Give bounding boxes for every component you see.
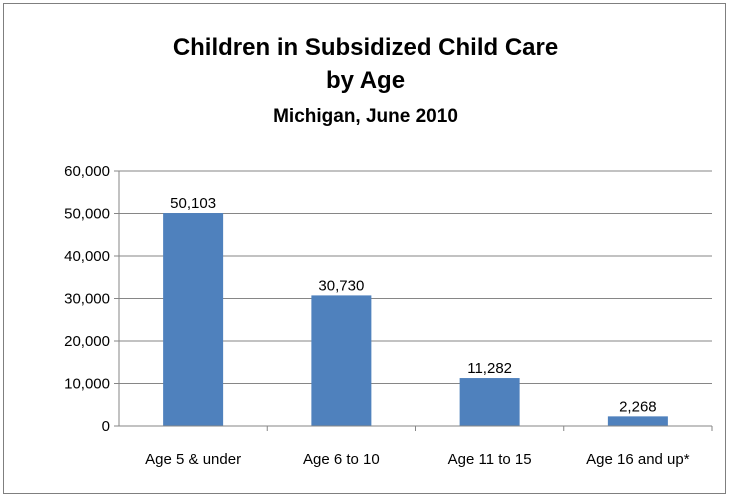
x-axis-categories: Age 5 & under Age 6 to 10 Age 11 to 15 Age … (145, 426, 713, 468)
y-tick-label: 0 (102, 418, 110, 435)
chart-title-line2: by Age (325, 67, 406, 94)
x-category-label: Age 6 to 10 (303, 451, 380, 468)
bar (311, 295, 372, 426)
y-tick-label: 40,000 (64, 248, 110, 265)
bar (163, 213, 224, 426)
y-axis-ticks: 0 10,000 20,000 30,000 40,000 50,000 60,000 (64, 163, 119, 435)
x-category-label: Age 11 to 15 (448, 451, 532, 468)
data-label: 2,268 (619, 398, 657, 415)
chart-title: Children in Subsidized Child Care (172, 34, 559, 61)
x-category-label: Age 5 & under (145, 451, 241, 468)
data-label: 50,103 (170, 195, 216, 212)
bars (163, 213, 668, 426)
bar (607, 416, 668, 426)
y-tick-label: 60,000 (64, 163, 110, 180)
x-category-label: Age 16 and up* (586, 451, 690, 468)
data-label: 11,282 (467, 360, 512, 377)
chart-subtitle: Michigan, June 2010 (273, 106, 458, 127)
data-label: 30,730 (318, 277, 364, 294)
data-labels: 50,103 30,730 11,282 2,268 (170, 195, 656, 415)
y-tick-label: 50,000 (64, 206, 110, 223)
y-tick-label: 10,000 (64, 376, 110, 393)
y-tick-label: 20,000 (64, 333, 110, 350)
y-tick-label: 30,000 (64, 291, 110, 308)
bar (459, 378, 520, 426)
